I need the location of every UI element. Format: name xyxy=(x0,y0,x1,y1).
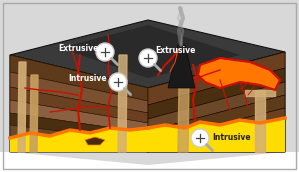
Circle shape xyxy=(191,129,209,147)
Polygon shape xyxy=(148,108,285,152)
Polygon shape xyxy=(10,20,285,88)
Polygon shape xyxy=(0,152,10,172)
Circle shape xyxy=(96,43,114,61)
Polygon shape xyxy=(148,52,285,152)
Polygon shape xyxy=(10,152,285,172)
Polygon shape xyxy=(10,55,148,101)
Polygon shape xyxy=(255,90,265,152)
Polygon shape xyxy=(148,52,285,105)
Polygon shape xyxy=(148,82,285,131)
Polygon shape xyxy=(198,58,280,90)
Polygon shape xyxy=(30,75,38,152)
Text: Extrusive: Extrusive xyxy=(155,46,195,55)
Polygon shape xyxy=(148,118,285,152)
Circle shape xyxy=(109,73,127,91)
Polygon shape xyxy=(10,55,148,152)
Polygon shape xyxy=(85,137,105,145)
Text: Intrusive: Intrusive xyxy=(212,133,251,142)
Polygon shape xyxy=(10,87,148,123)
Polygon shape xyxy=(18,62,26,152)
Polygon shape xyxy=(60,25,240,78)
Polygon shape xyxy=(10,128,148,152)
Circle shape xyxy=(139,49,157,67)
Text: Extrusive: Extrusive xyxy=(58,44,98,52)
Polygon shape xyxy=(10,100,148,133)
Polygon shape xyxy=(148,68,285,119)
Polygon shape xyxy=(10,125,148,152)
Polygon shape xyxy=(118,55,127,152)
Polygon shape xyxy=(168,45,195,88)
Polygon shape xyxy=(148,120,285,152)
Polygon shape xyxy=(148,95,285,142)
Text: Intrusive: Intrusive xyxy=(68,73,107,83)
Polygon shape xyxy=(10,72,148,113)
Polygon shape xyxy=(285,152,299,172)
Polygon shape xyxy=(245,90,275,96)
Polygon shape xyxy=(178,80,189,152)
Polygon shape xyxy=(10,113,148,142)
